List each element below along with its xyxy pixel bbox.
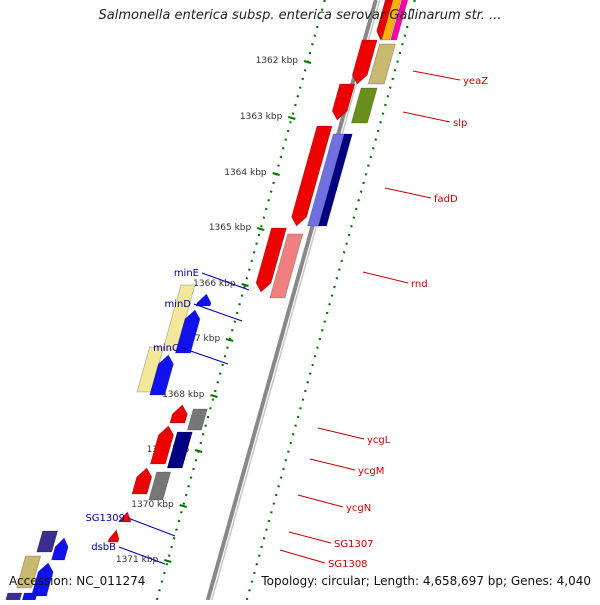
gene-minE	[195, 293, 212, 307]
gene-label-slp: slp	[453, 118, 467, 129]
major-tick-mark	[241, 283, 249, 287]
label-leader-line	[279, 549, 326, 564]
gene-ycgM-track	[166, 431, 193, 469]
accession-text: Accession: NC_011274	[9, 574, 146, 588]
gene-block	[381, 0, 402, 41]
tick-label: 1365 kbp	[209, 223, 252, 233]
label-leader-line	[309, 458, 356, 471]
gene-label-SG1308: SG1308	[328, 559, 368, 570]
label-leader-line	[412, 70, 461, 81]
gene-slp	[331, 83, 356, 121]
gene-label-yeaZ: yeaZ	[463, 76, 488, 87]
gene-SG1307	[118, 511, 132, 523]
gene-label-SG1309: SG1309	[85, 513, 125, 524]
tick-label: 1371 kbp	[116, 555, 159, 565]
gene-rnd	[255, 227, 287, 293]
gene-block	[390, 0, 409, 41]
label-leader-line	[118, 546, 166, 565]
tick-label: 1367 kbp	[178, 334, 221, 344]
gene-label-fadD: fadD	[434, 194, 458, 205]
gene-block	[20, 592, 38, 605]
outer-tick-ring	[245, 0, 416, 601]
gene-fadD-track-b	[317, 133, 353, 227]
gene-label-ycgL: ycgL	[367, 435, 391, 446]
tick-label: 1368 kbp	[162, 390, 205, 400]
gene-fadD	[291, 125, 333, 227]
gene-SG1309-b	[50, 537, 69, 561]
major-tick-mark	[272, 172, 280, 176]
label-leader-line	[402, 111, 451, 123]
gene-dsbB	[30, 562, 54, 597]
label-leader-line	[127, 517, 176, 537]
tick-label: 1362 kbp	[256, 56, 299, 66]
gene-ycgL	[169, 404, 188, 424]
gene-label-SG1307: SG1307	[334, 539, 374, 550]
label-leader-line	[201, 272, 250, 291]
gene-ycgN	[131, 467, 153, 495]
gene-label-ycgM: ycgM	[358, 466, 384, 477]
gene-label-minD: minD	[164, 299, 191, 310]
label-leader-line	[181, 347, 229, 365]
major-tick-mark	[256, 227, 265, 231]
major-tick-mark	[303, 60, 312, 64]
tick-label: 1364 kbp	[224, 168, 267, 178]
backbone-shadow	[211, 0, 381, 601]
gene-yeaZ-track	[367, 43, 397, 85]
gene-minC	[149, 354, 174, 396]
label-leader-line	[362, 271, 409, 284]
gene-SG1308	[107, 529, 120, 543]
gene-label-ycgN: ycgN	[346, 503, 371, 514]
genome-title: Salmonella enterica subsp. enterica sero…	[98, 8, 502, 23]
gene-dsbB-track	[16, 555, 42, 589]
gene-ycgN-track	[148, 471, 172, 501]
gene-rnd-track	[269, 233, 304, 299]
label-leader-line	[384, 187, 432, 199]
gene-block	[3, 592, 23, 605]
major-tick-mark	[210, 394, 218, 398]
major-tick-mark	[179, 504, 187, 508]
major-tick-mark	[194, 449, 203, 453]
label-leader-line	[297, 494, 344, 508]
label-leader-line	[288, 531, 332, 544]
label-leader-line	[317, 427, 365, 440]
gene-SG1309	[36, 530, 59, 553]
topology-summary-text: Topology: circular; Length: 4,658,697 bp…	[261, 574, 591, 588]
label-leader-line	[193, 303, 243, 322]
gene-label-rnd: rnd	[411, 279, 428, 290]
tick-label: 1370 kbp	[131, 500, 174, 510]
gene-slp-track	[350, 87, 378, 124]
gene-label-minC: minC	[153, 343, 179, 354]
gene-yeaZ	[351, 39, 378, 85]
major-tick-mark	[225, 338, 234, 342]
gene-minD	[174, 309, 201, 354]
gene-ycgL-track	[186, 408, 208, 431]
gene-label-minE: minE	[174, 268, 199, 279]
major-tick-mark	[164, 559, 172, 563]
tick-label: 1366 kbp	[193, 279, 236, 289]
major-tick-mark	[288, 116, 296, 120]
gene-label-dsbB: dsbB	[91, 542, 116, 553]
tick-label: 1363 kbp	[240, 112, 283, 122]
gene-ycgM	[149, 425, 174, 465]
